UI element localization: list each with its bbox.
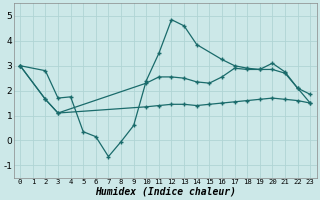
X-axis label: Humidex (Indice chaleur): Humidex (Indice chaleur) [95, 187, 236, 197]
